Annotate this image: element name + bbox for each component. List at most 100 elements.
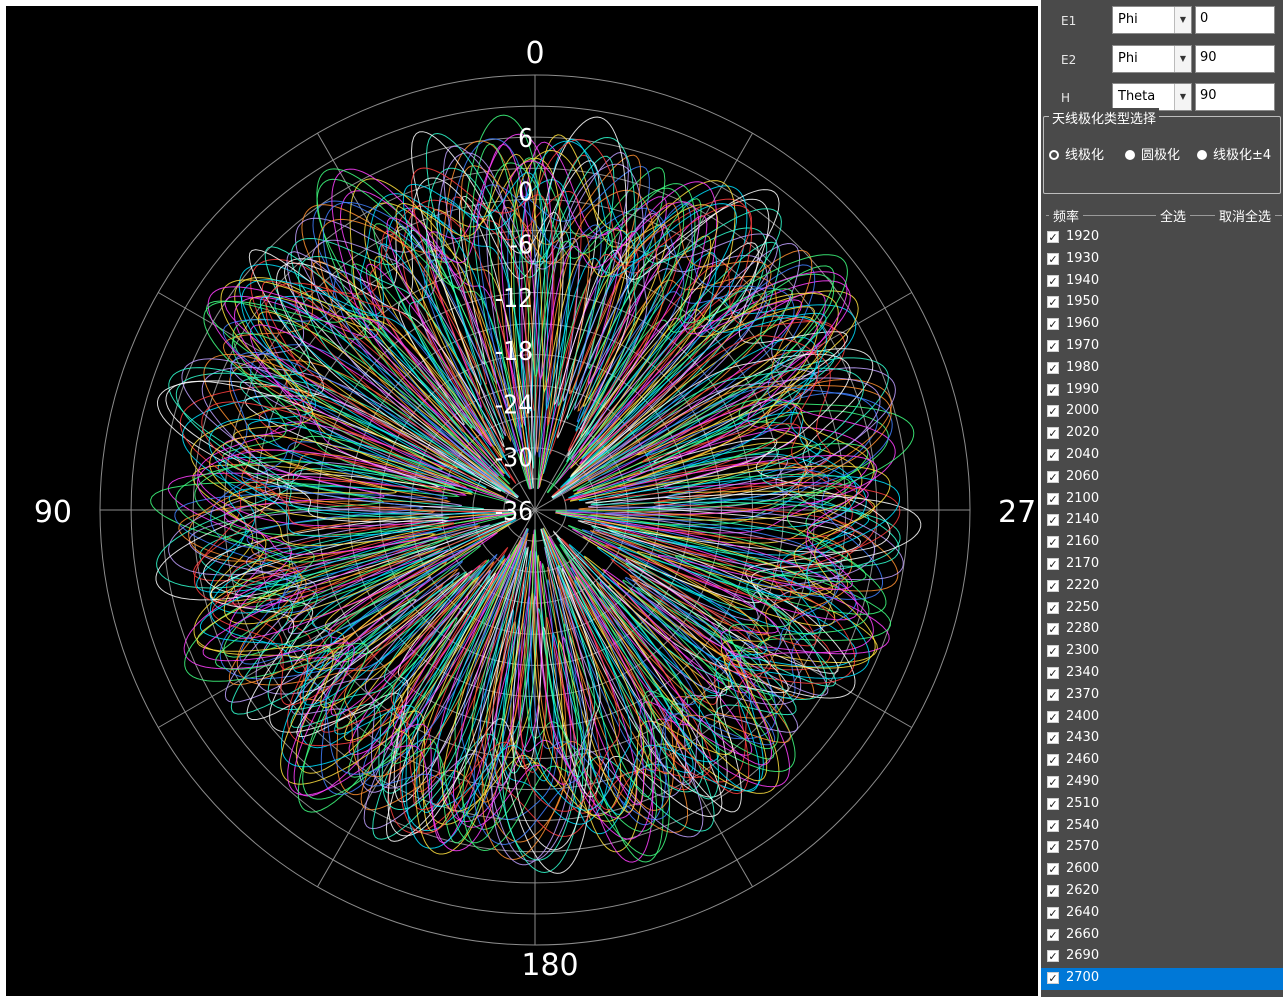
frequency-item[interactable]: ✓ 2040 [1041, 445, 1283, 467]
dropdown-arrow-icon[interactable]: ▼ [1174, 7, 1191, 33]
frequency-label: 2370 [1066, 686, 1100, 702]
checkbox-checked-icon[interactable]: ✓ [1047, 732, 1059, 746]
checkbox-checked-icon[interactable]: ✓ [1047, 470, 1059, 484]
checkbox-checked-icon[interactable]: ✓ [1047, 427, 1059, 441]
dropdown-arrow-icon[interactable]: ▼ [1174, 46, 1191, 72]
checkbox-checked-icon[interactable]: ✓ [1047, 623, 1059, 637]
checkbox-checked-icon[interactable]: ✓ [1047, 950, 1059, 964]
h-component-select[interactable]: Theta ▼ [1112, 83, 1192, 111]
frequency-item[interactable]: ✓ 2160 [1041, 532, 1283, 554]
h-angle-input[interactable]: 90 [1195, 83, 1275, 111]
polar-plot-area: 6 0 -6 -12 -18 -24 -30 -36 0 90 180 270 [6, 6, 1038, 996]
checkbox-checked-icon[interactable]: ✓ [1047, 448, 1059, 462]
e1-row: E1 Phi ▼ 0 [1041, 6, 1283, 36]
checkbox-checked-icon[interactable]: ✓ [1047, 252, 1059, 266]
checkbox-checked-icon[interactable]: ✓ [1047, 884, 1059, 898]
frequency-item[interactable]: ✓ 1960 [1041, 314, 1283, 336]
frequency-item[interactable]: ✓ 2060 [1041, 467, 1283, 489]
deselect-all-button[interactable]: 取消全选 [1215, 206, 1276, 225]
frequency-item[interactable]: ✓ 1940 [1041, 271, 1283, 293]
frequency-item[interactable]: ✓ 2340 [1041, 663, 1283, 685]
frequency-item[interactable]: ✓ 2540 [1041, 816, 1283, 838]
checkbox-checked-icon[interactable]: ✓ [1047, 972, 1059, 986]
frequency-item[interactable]: ✓ 1980 [1041, 358, 1283, 380]
frequency-item[interactable]: ✓ 2570 [1041, 837, 1283, 859]
checkbox-checked-icon[interactable]: ✓ [1047, 841, 1059, 855]
dropdown-arrow-icon[interactable]: ▼ [1174, 84, 1191, 110]
checkbox-checked-icon[interactable]: ✓ [1047, 797, 1059, 811]
frequency-item[interactable]: ✓ 2430 [1041, 728, 1283, 750]
checkbox-checked-icon[interactable]: ✓ [1047, 318, 1059, 332]
frequency-label: 1970 [1066, 337, 1100, 353]
e2-component-select[interactable]: Phi ▼ [1112, 45, 1192, 73]
frequency-item[interactable]: ✓ 2300 [1041, 641, 1283, 663]
frequency-item[interactable]: ✓ 2250 [1041, 598, 1283, 620]
frequency-item[interactable]: ✓ 1920 [1041, 227, 1283, 249]
frequency-item[interactable]: ✓ 2490 [1041, 772, 1283, 794]
checkbox-checked-icon[interactable]: ✓ [1047, 645, 1059, 659]
frequency-item[interactable]: ✓ 2100 [1041, 489, 1283, 511]
checkbox-checked-icon[interactable]: ✓ [1047, 775, 1059, 789]
frequency-label: 2100 [1066, 490, 1100, 506]
checkbox-checked-icon[interactable]: ✓ [1047, 296, 1059, 310]
frequency-item[interactable]: ✓ 2020 [1041, 423, 1283, 445]
checkbox-checked-icon[interactable]: ✓ [1047, 361, 1059, 375]
frequency-label: 2690 [1066, 948, 1100, 964]
checkbox-checked-icon[interactable]: ✓ [1047, 688, 1059, 702]
frequency-item[interactable]: ✓ 2640 [1041, 903, 1283, 925]
radial-tick-label: 0 [518, 177, 533, 207]
radio-linear[interactable]: 线极化 [1049, 144, 1104, 163]
radio-unselected-icon[interactable] [1197, 150, 1207, 160]
radio-unselected-icon[interactable] [1125, 150, 1135, 160]
frequency-item[interactable]: ✓ 2600 [1041, 859, 1283, 881]
frequency-item[interactable]: ✓ 2660 [1041, 925, 1283, 947]
radio-selected-icon[interactable] [1049, 150, 1059, 160]
frequency-item[interactable]: ✓ 2370 [1041, 685, 1283, 707]
frequency-title: 频率 [1049, 206, 1084, 225]
checkbox-checked-icon[interactable]: ✓ [1047, 339, 1059, 353]
e1-angle-input[interactable]: 0 [1195, 6, 1275, 34]
frequency-item[interactable]: ✓ 2170 [1041, 554, 1283, 576]
checkbox-checked-icon[interactable]: ✓ [1047, 666, 1059, 680]
checkbox-checked-icon[interactable]: ✓ [1047, 231, 1059, 244]
checkbox-checked-icon[interactable]: ✓ [1047, 710, 1059, 724]
frequency-label: 2280 [1066, 621, 1100, 637]
checkbox-checked-icon[interactable]: ✓ [1047, 514, 1059, 528]
checkbox-checked-icon[interactable]: ✓ [1047, 863, 1059, 877]
checkbox-checked-icon[interactable]: ✓ [1047, 383, 1059, 397]
e1-component-select[interactable]: Phi ▼ [1112, 6, 1192, 34]
frequency-item[interactable]: ✓ 1930 [1041, 249, 1283, 271]
frequency-item[interactable]: ✓ 2000 [1041, 401, 1283, 423]
frequency-item[interactable]: ✓ 2510 [1041, 794, 1283, 816]
frequency-item[interactable]: ✓ 2620 [1041, 881, 1283, 903]
checkbox-checked-icon[interactable]: ✓ [1047, 557, 1059, 571]
h-row: H Theta ▼ 90 [1041, 83, 1283, 113]
frequency-item[interactable]: ✓ 2140 [1041, 510, 1283, 532]
frequency-item[interactable]: ✓ 1950 [1041, 292, 1283, 314]
checkbox-checked-icon[interactable]: ✓ [1047, 819, 1059, 833]
checkbox-checked-icon[interactable]: ✓ [1047, 754, 1059, 768]
frequency-item[interactable]: ✓ 2220 [1041, 576, 1283, 598]
select-all-button[interactable]: 全选 [1156, 206, 1191, 225]
frequency-item[interactable]: ✓ 2280 [1041, 619, 1283, 641]
checkbox-checked-icon[interactable]: ✓ [1047, 579, 1059, 593]
checkbox-checked-icon[interactable]: ✓ [1047, 405, 1059, 419]
e2-angle-input[interactable]: 90 [1195, 45, 1275, 73]
radio-circular[interactable]: 圆极化 [1125, 144, 1180, 163]
checkbox-checked-icon[interactable]: ✓ [1047, 906, 1059, 920]
checkbox-checked-icon[interactable]: ✓ [1047, 601, 1059, 615]
frequency-item[interactable]: ✓ 2700 [1041, 968, 1283, 990]
frequency-item[interactable]: ✓ 2400 [1041, 707, 1283, 729]
frequency-label: 2170 [1066, 555, 1100, 571]
radio-linear-pm45[interactable]: 线极化±4 [1197, 144, 1279, 162]
checkbox-checked-icon[interactable]: ✓ [1047, 274, 1059, 288]
checkbox-checked-icon[interactable]: ✓ [1047, 928, 1059, 942]
checkbox-checked-icon[interactable]: ✓ [1047, 536, 1059, 550]
radial-tick-label: -30 [495, 444, 533, 474]
frequency-item[interactable]: ✓ 1970 [1041, 336, 1283, 358]
frequency-item[interactable]: ✓ 2690 [1041, 946, 1283, 968]
frequency-label: 2640 [1066, 904, 1100, 920]
frequency-item[interactable]: ✓ 2460 [1041, 750, 1283, 772]
checkbox-checked-icon[interactable]: ✓ [1047, 492, 1059, 506]
frequency-item[interactable]: ✓ 1990 [1041, 380, 1283, 402]
